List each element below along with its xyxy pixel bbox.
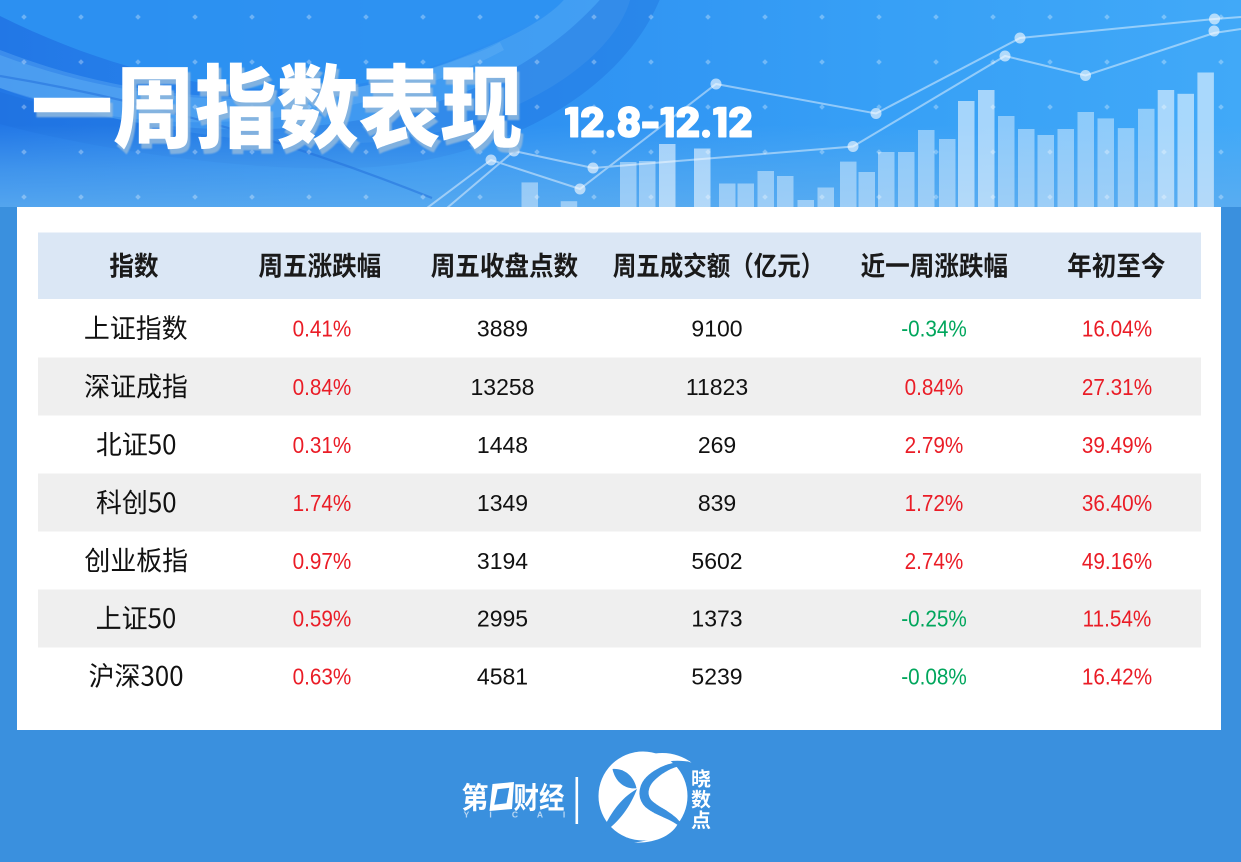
svg-text:3194: 3194 bbox=[477, 548, 528, 574]
svg-text:49.16%: 49.16% bbox=[1082, 548, 1152, 574]
svg-text:4581: 4581 bbox=[477, 663, 528, 689]
svg-text:2995: 2995 bbox=[477, 606, 528, 632]
svg-text:2.74%: 2.74% bbox=[905, 548, 964, 574]
svg-text:39.49%: 39.49% bbox=[1082, 432, 1152, 458]
svg-text:11823: 11823 bbox=[686, 374, 748, 400]
svg-text:36.40%: 36.40% bbox=[1082, 490, 1152, 516]
svg-text:A: A bbox=[537, 810, 543, 820]
svg-text:0.84%: 0.84% bbox=[905, 374, 964, 400]
svg-text:Y: Y bbox=[464, 810, 470, 820]
svg-text:2.79%: 2.79% bbox=[905, 432, 964, 458]
svg-text:11.54%: 11.54% bbox=[1083, 606, 1152, 632]
svg-text:-0.08%: -0.08% bbox=[901, 663, 967, 689]
svg-text:27.31%: 27.31% bbox=[1082, 374, 1152, 400]
svg-text:1373: 1373 bbox=[691, 606, 742, 632]
svg-text:269: 269 bbox=[698, 432, 736, 458]
svg-text:5602: 5602 bbox=[691, 548, 742, 574]
svg-text:I: I bbox=[489, 810, 491, 820]
svg-text:9100: 9100 bbox=[691, 316, 742, 342]
svg-text:3889: 3889 bbox=[477, 316, 528, 342]
svg-text:0.59%: 0.59% bbox=[293, 606, 352, 632]
svg-text:C: C bbox=[512, 810, 518, 820]
svg-text:16.04%: 16.04% bbox=[1082, 316, 1152, 342]
svg-text:0.84%: 0.84% bbox=[293, 374, 352, 400]
svg-text:0.63%: 0.63% bbox=[293, 663, 352, 689]
svg-text:1349: 1349 bbox=[477, 490, 528, 516]
svg-text:13258: 13258 bbox=[471, 374, 535, 400]
svg-text:16.42%: 16.42% bbox=[1082, 663, 1152, 689]
svg-text:I: I bbox=[563, 810, 565, 820]
svg-text:1.72%: 1.72% bbox=[905, 490, 964, 516]
svg-text:839: 839 bbox=[698, 490, 736, 516]
svg-text:1.74%: 1.74% bbox=[293, 490, 352, 516]
svg-text:0.97%: 0.97% bbox=[293, 548, 352, 574]
svg-text:1448: 1448 bbox=[477, 432, 528, 458]
svg-text:0.31%: 0.31% bbox=[293, 432, 352, 458]
svg-text:5239: 5239 bbox=[691, 663, 742, 689]
svg-text:-0.25%: -0.25% bbox=[901, 606, 967, 632]
svg-text:-0.34%: -0.34% bbox=[901, 316, 967, 342]
svg-text:0.41%: 0.41% bbox=[293, 316, 352, 342]
